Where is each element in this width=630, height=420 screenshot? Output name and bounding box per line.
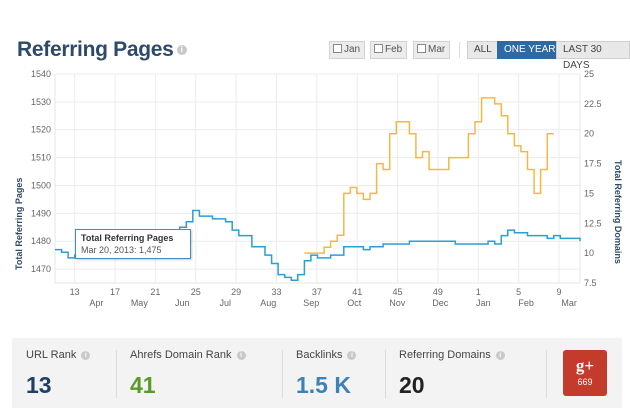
x-month-tick-label: Jul	[220, 298, 232, 308]
x-week-tick-label: 5	[516, 287, 521, 297]
x-week-tick-label: 41	[352, 287, 362, 297]
stat-label: URL Rank i	[26, 349, 91, 361]
x-month-tick-label: Aug	[260, 298, 276, 308]
range-last-30-days-button[interactable]: LAST 30 DAYS	[556, 41, 630, 71]
stat-divider	[282, 350, 283, 398]
y-tick-label: 1480	[31, 236, 51, 246]
x-month-tick-label: Mar	[561, 298, 577, 308]
x-week-tick-label: 49	[433, 287, 443, 297]
x-week-tick-label: 25	[191, 287, 201, 297]
stat-label: Referring Domains i	[399, 349, 505, 361]
filter-jan-checkbox[interactable]: Jan	[329, 41, 366, 59]
x-month-tick-label: Oct	[347, 298, 362, 308]
y-tick-label: 1520	[31, 125, 51, 135]
stat-value: 13	[26, 372, 52, 398]
checkbox-icon	[417, 44, 426, 53]
x-axis-ticks: 13 17 21 25 29 33 37 41 45 49 1 5 9 Apr May Jun Jul Aug Se…	[70, 287, 577, 308]
toolbar-divider	[459, 42, 460, 58]
filter-mar-checkbox[interactable]: Mar	[413, 41, 451, 59]
x-week-tick-label: 33	[271, 287, 281, 297]
google-plus-icon[interactable]: g+ 669	[563, 350, 607, 396]
x-week-tick-label: 21	[150, 287, 160, 297]
x-month-tick-label: Sep	[303, 298, 319, 308]
info-icon[interactable]: i	[81, 350, 91, 360]
checkbox-icon	[333, 44, 342, 53]
left-axis-label: Total Referring Pages	[14, 178, 24, 270]
filter-feb-checkbox[interactable]: Feb	[370, 41, 408, 59]
y-tick-label: 1470	[31, 264, 51, 274]
x-month-tick-label: Nov	[389, 298, 406, 308]
series-referring-domains-line	[304, 97, 554, 254]
stat-divider	[116, 350, 117, 398]
stat-value: 1.5 K	[296, 372, 351, 398]
google-plus-count: 669	[577, 377, 593, 387]
stat-value: 41	[130, 372, 156, 398]
info-icon[interactable]: i	[347, 350, 357, 360]
y2-tick-label: 7.5	[584, 278, 597, 288]
y2-tick-label: 22.5	[584, 99, 602, 109]
x-week-tick-label: 13	[70, 287, 80, 297]
right-axis-label: Total Referring Domains	[613, 160, 623, 264]
y2-tick-label: 10	[584, 248, 594, 258]
y-tick-label: 1510	[31, 153, 51, 163]
tooltip-value: Mar 20, 2013: 1,475	[81, 245, 162, 255]
y-tick-label: 1530	[31, 97, 51, 107]
x-month-tick-label: Dec	[432, 298, 449, 308]
stats-bar: URL Rank i 13 Ahrefs Domain Rank i 41 Back…	[12, 338, 622, 408]
x-month-tick-label: Apr	[89, 298, 103, 308]
x-month-tick-label: Feb	[518, 298, 534, 308]
info-icon[interactable]: i	[236, 350, 246, 360]
range-one-year-button[interactable]: ONE YEAR	[497, 41, 563, 59]
chart-toolbar: Jan Feb Mar ALL ONE YEAR LAST 30 DAYS	[0, 41, 630, 71]
x-week-tick-label: 9	[556, 287, 561, 297]
x-week-tick-label: 45	[393, 287, 403, 297]
stat-label: Backlinks i	[296, 349, 357, 361]
y-tick-label: 1540	[31, 69, 51, 79]
info-icon[interactable]: i	[176, 45, 187, 56]
x-week-tick-label: 37	[312, 287, 322, 297]
range-all-button[interactable]: ALL	[467, 41, 499, 59]
checkbox-icon	[374, 44, 383, 53]
y2-tick-label: 17.5	[584, 159, 602, 169]
x-week-tick-label: 29	[231, 287, 241, 297]
left-axis-ticks: 1470 1480 1490 1500 1510 1520 1530 1540	[31, 69, 51, 274]
x-week-tick-label: 1	[476, 287, 481, 297]
y2-tick-label: 20	[584, 129, 594, 139]
google-plus-label: g+	[575, 356, 595, 375]
y-tick-label: 1490	[31, 208, 51, 218]
y2-tick-label: 12.5	[584, 218, 602, 228]
stat-label: Ahrefs Domain Rank i	[130, 349, 246, 361]
tooltip-title: Total Referring Pages	[81, 233, 174, 243]
x-week-tick-label: 17	[110, 287, 120, 297]
x-month-tick-label: May	[131, 298, 149, 308]
y2-tick-label: 25	[584, 69, 594, 79]
info-icon[interactable]: i	[495, 350, 505, 360]
x-month-tick-label: Jun	[175, 298, 190, 308]
y2-tick-label: 15	[584, 188, 594, 198]
x-month-tick-label: Jan	[476, 298, 491, 308]
right-axis-ticks: 7.5 10 12.5 15 17.5 20 22.5 25	[584, 69, 602, 288]
stat-value: 20	[399, 372, 425, 398]
y-tick-label: 1500	[31, 180, 51, 190]
stat-divider	[546, 350, 547, 398]
stat-divider	[385, 350, 386, 398]
page-title: Referring Pages i	[17, 38, 187, 62]
chart-tooltip: Total Referring Pages Mar 20, 2013: 1,47…	[75, 229, 191, 259]
